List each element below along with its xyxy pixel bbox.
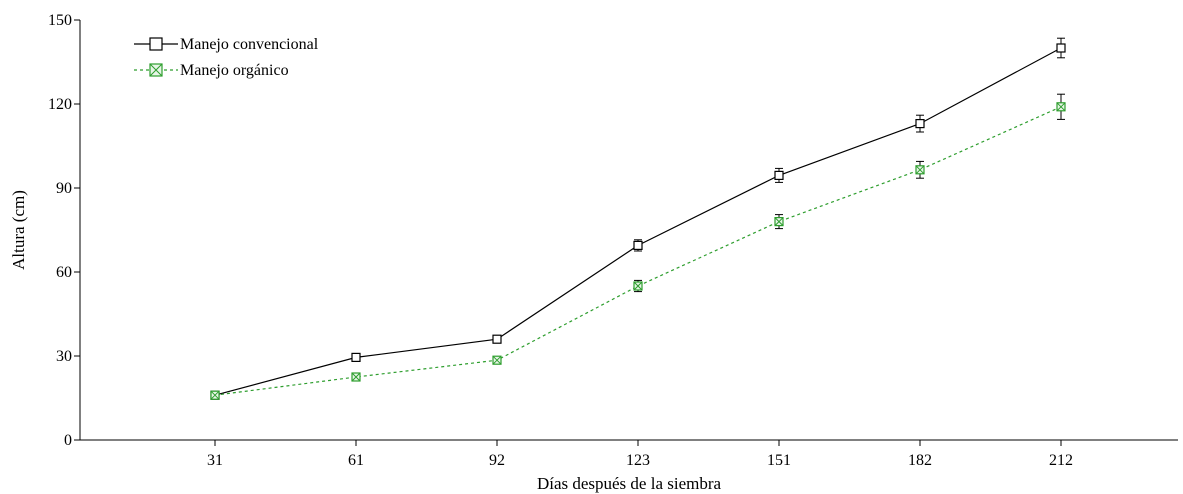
x-tick-label: 92 [489,452,505,469]
y-tick-label: 0 [64,432,72,449]
legend: Manejo convencional Manejo orgánico [134,36,319,79]
data-point-cross [774,217,784,226]
data-point-cross [915,165,925,175]
y-tick-label: 120 [48,96,72,113]
y-tick-label: 60 [56,264,72,281]
x-tick-label: 151 [767,452,791,469]
y-tick-label: 30 [56,348,72,365]
data-point-cross [492,355,502,365]
legend-marker-convencional [149,37,163,51]
x-tick-label: 61 [348,452,364,469]
series-convencional [210,37,1066,400]
data-point-cross [210,390,220,400]
x-tick-label: 212 [1049,452,1073,469]
data-point-cross [633,281,643,291]
x-ticks: 31 61 92 123 151 182 212 [207,440,1073,469]
data-point-cross [1056,102,1066,112]
series-line [214,47,1062,396]
legend-label-organico: Manejo orgánico [180,62,289,79]
axes [79,20,1178,441]
data-point [492,334,502,344]
data-point [351,352,361,362]
data-point-cross [351,372,361,382]
x-tick-label: 182 [908,452,932,469]
data-point [633,240,643,250]
series-organico [210,93,1066,400]
x-tick-label: 31 [207,452,223,469]
x-axis-label: Días después de la siembra [537,474,722,493]
series-group [210,37,1066,400]
x-tick-label: 123 [626,452,650,469]
y-ticks: 0 30 60 90 120 150 [48,12,80,449]
y-tick-label: 150 [48,12,72,29]
y-axis-label: Altura (cm) [9,190,28,270]
data-point [915,118,925,129]
legend-label-convencional: Manejo convencional [180,36,319,53]
y-tick-label: 90 [56,180,72,197]
legend-marker-cross-organico [149,63,163,77]
data-point [1056,43,1066,53]
data-point [774,170,784,180]
